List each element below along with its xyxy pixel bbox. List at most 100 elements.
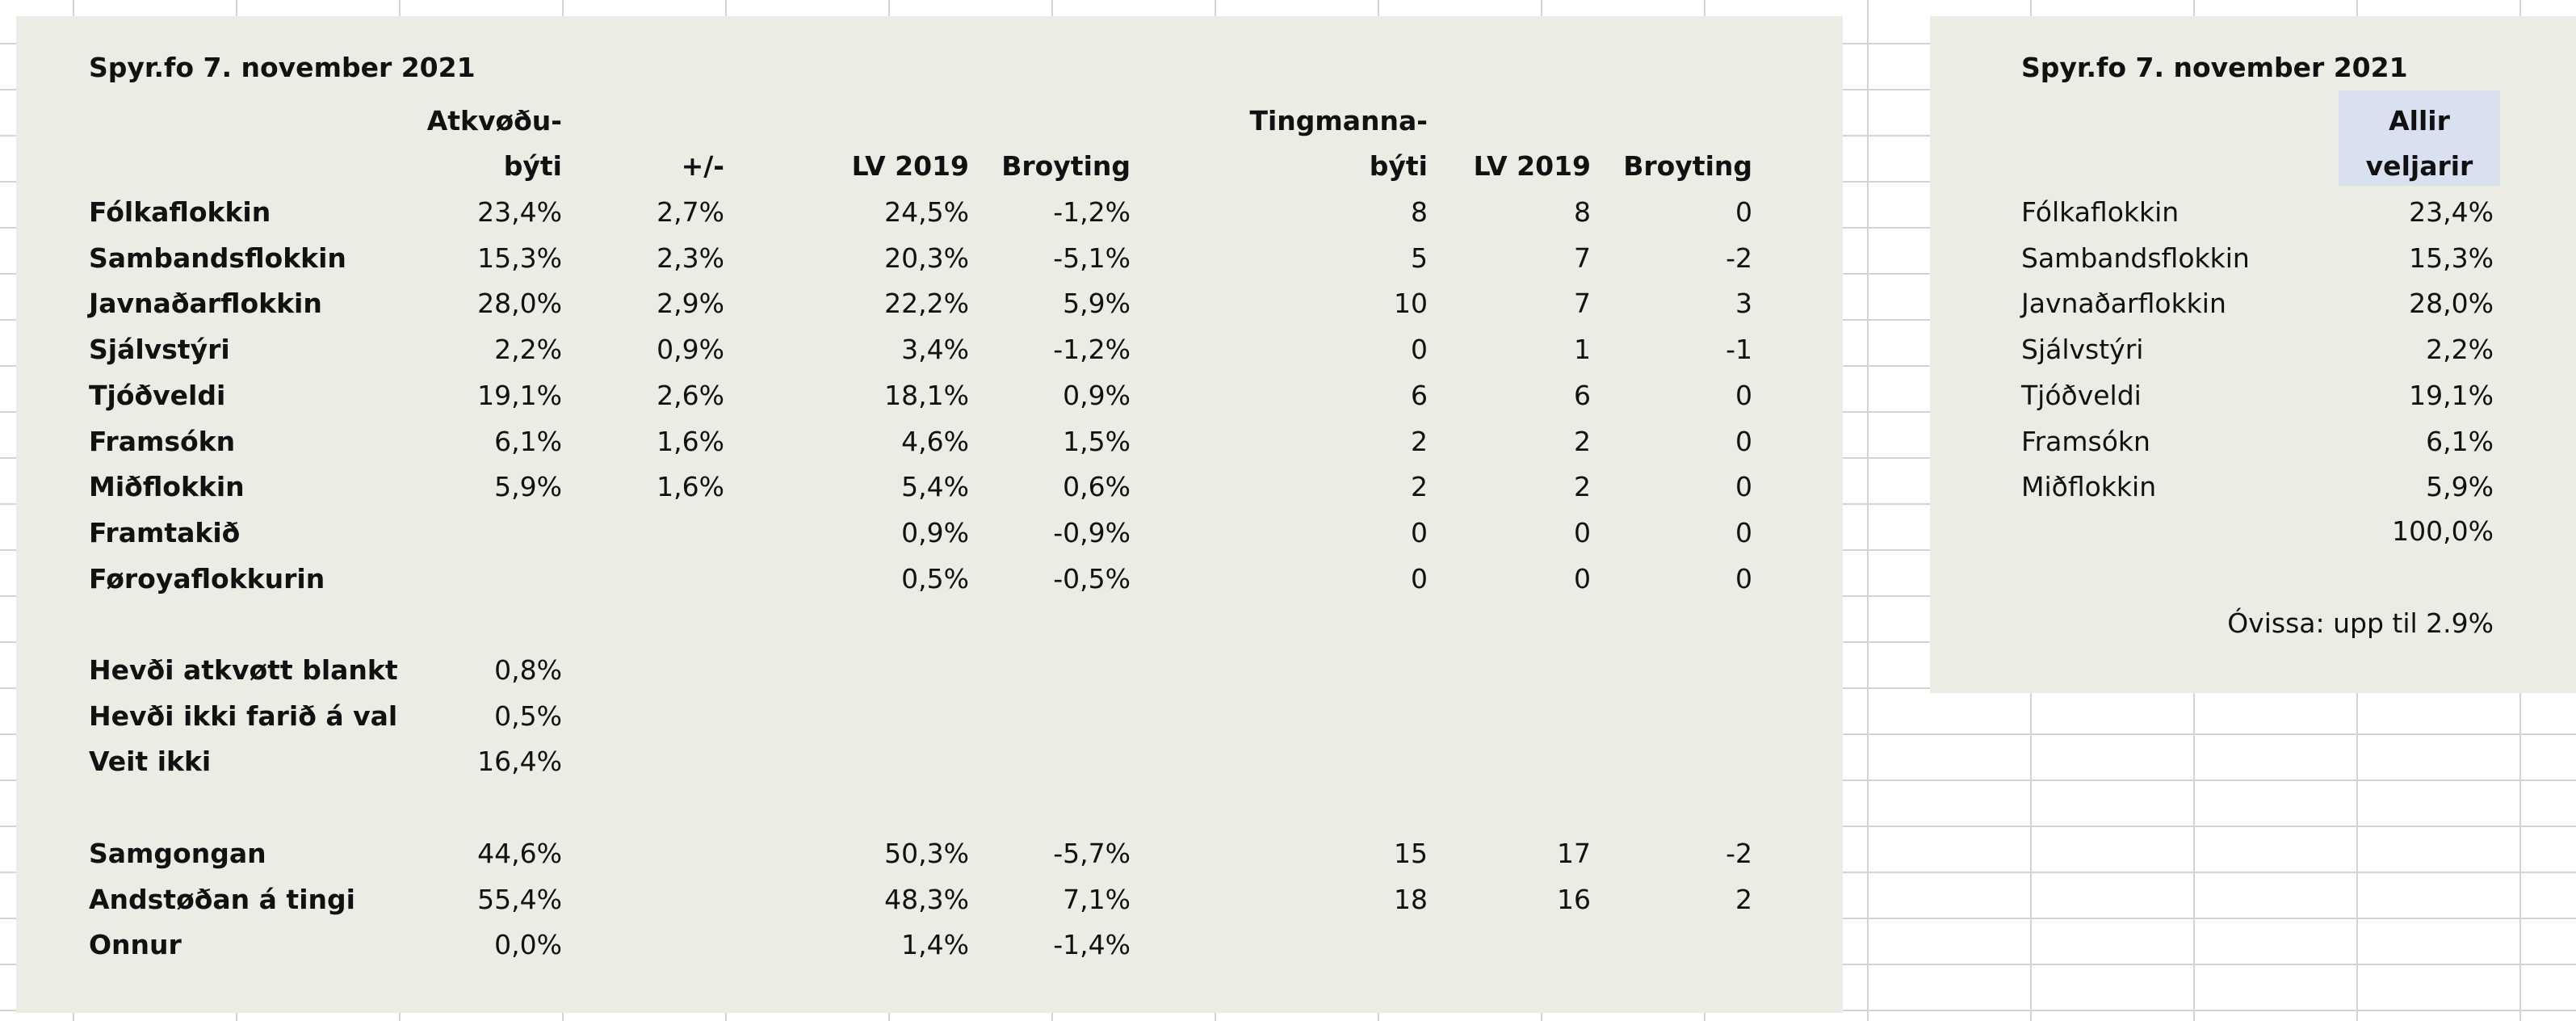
cell-vote: 6,1%: [494, 426, 562, 457]
cell-plusminus: 0,9%: [657, 334, 724, 365]
header-atkvodubyti-line2: býti: [503, 150, 562, 182]
summary-row-label: Framsókn: [2021, 426, 2150, 457]
cell-seats: 18: [1394, 884, 1428, 915]
cell-plusminus: 2,9%: [657, 288, 724, 319]
cell-lv2019-seats: 1: [1574, 334, 1591, 365]
row-label: Andstøðan á tingi: [89, 884, 355, 915]
summary-row-label: Sjálvstýri: [2021, 334, 2144, 365]
row-label: Onnur: [89, 929, 182, 960]
summary-row-value: 15,3%: [2409, 242, 2494, 274]
cell-vote: 16,4%: [477, 746, 562, 777]
cell-broyting: -1,2%: [1053, 334, 1131, 365]
cell-lv2019-seats: 16: [1557, 884, 1591, 915]
cell-vote: 28,0%: [477, 288, 562, 319]
row-label: Veit ikki: [89, 746, 212, 777]
header-plusminus: +/-: [681, 150, 724, 182]
cell-lv2019: 50,3%: [884, 838, 969, 869]
row-label: Framsókn: [89, 426, 236, 457]
summary-header-line1: Allir: [2389, 105, 2450, 137]
row-label: Framtakið: [89, 517, 241, 548]
summary-row-value: 28,0%: [2409, 288, 2494, 319]
cell-plusminus: 2,3%: [657, 242, 724, 274]
cell-lv2019: 48,3%: [884, 884, 969, 915]
cell-lv2019: 24,5%: [884, 196, 969, 228]
summary-row-label: Fólkaflokkin: [2021, 196, 2180, 228]
cell-broyting: 5,9%: [1063, 288, 1131, 319]
header-tingmannabyti-line2: býti: [1369, 150, 1428, 182]
cell-lv2019-seats: 0: [1574, 563, 1591, 595]
summary-row-value: 5,9%: [2426, 471, 2494, 502]
cell-seat-change: 3: [1735, 288, 1752, 319]
cell-seats: 15: [1394, 838, 1428, 869]
cell-plusminus: 2,7%: [657, 196, 724, 228]
cell-broyting: 7,1%: [1063, 884, 1131, 915]
cell-seat-change: 0: [1735, 426, 1752, 457]
cell-seats: 2: [1411, 426, 1428, 457]
cell-lv2019-seats: 2: [1574, 426, 1591, 457]
cell-lv2019-seats: 6: [1574, 380, 1591, 411]
cell-broyting: -1,4%: [1053, 929, 1131, 960]
cell-lv2019-seats: 2: [1574, 471, 1591, 502]
cell-lv2019: 0,5%: [901, 563, 969, 595]
summary-row-value: 23,4%: [2409, 196, 2494, 228]
cell-plusminus: 1,6%: [657, 471, 724, 502]
cell-seat-change: -1: [1726, 334, 1752, 365]
cell-lv2019-seats: 17: [1557, 838, 1591, 869]
cell-vote: 0,0%: [494, 929, 562, 960]
row-label: Samgongan: [89, 838, 266, 869]
cell-vote: 2,2%: [494, 334, 562, 365]
cell-lv2019: 18,1%: [884, 380, 969, 411]
cell-broyting: -0,9%: [1053, 517, 1131, 548]
cell-lv2019-seats: 7: [1574, 242, 1591, 274]
row-label: Føroyaflokkurin: [89, 563, 325, 595]
header-tingmannabyti-line1: Tingmanna-: [1249, 105, 1428, 137]
header-highlight: [2339, 90, 2500, 186]
cell-seat-change: 0: [1735, 563, 1752, 595]
cell-lv2019: 1,4%: [901, 929, 969, 960]
row-label: Tjóðveldi: [89, 380, 226, 411]
cell-plusminus: 2,6%: [657, 380, 724, 411]
cell-seat-change: 0: [1735, 380, 1752, 411]
row-label: Javnaðarflokkin: [89, 288, 322, 319]
cell-lv2019: 22,2%: [884, 288, 969, 319]
summary-row-value: 19,1%: [2409, 380, 2494, 411]
cell-lv2019: 4,6%: [901, 426, 969, 457]
summary-row-label: Javnaðarflokkin: [2021, 288, 2226, 319]
cell-broyting: -0,5%: [1053, 563, 1131, 595]
cell-vote: 0,5%: [494, 700, 562, 732]
uncertainty-note: Óvissa: upp til 2.9%: [2227, 607, 2494, 639]
summary-row-label: Tjóðveldi: [2021, 380, 2142, 411]
cell-vote: 15,3%: [477, 242, 562, 274]
summary-row-value: 2,2%: [2426, 334, 2494, 365]
cell-lv2019-seats: 8: [1574, 196, 1591, 228]
cell-seats: 8: [1411, 196, 1428, 228]
header-broyting: Broyting: [1001, 150, 1131, 182]
table-title: Spyr.fo 7. november 2021: [89, 52, 476, 83]
cell-seat-change: 0: [1735, 196, 1752, 228]
cell-lv2019-seats: 0: [1574, 517, 1591, 548]
cell-broyting: 0,9%: [1063, 380, 1131, 411]
row-label: Fólkaflokkin: [89, 196, 271, 228]
cell-vote: 0,8%: [494, 654, 562, 686]
cell-seats: 10: [1394, 288, 1428, 319]
cell-lv2019: 20,3%: [884, 242, 969, 274]
header-lv2019-seats: LV 2019: [1473, 150, 1591, 182]
cell-seat-change: -2: [1726, 242, 1752, 274]
cell-plusminus: 1,6%: [657, 426, 724, 457]
cell-vote: 44,6%: [477, 838, 562, 869]
cell-seats: 0: [1411, 563, 1428, 595]
summary-header-line2: veljarir: [2365, 150, 2473, 182]
row-label: Miðflokkin: [89, 471, 245, 502]
cell-seat-change: -2: [1726, 838, 1752, 869]
results-table-panel: [16, 16, 1843, 1013]
header-lv2019: LV 2019: [851, 150, 969, 182]
cell-seats: 2: [1411, 471, 1428, 502]
row-label: Hevði atkvøtt blankt: [89, 654, 398, 686]
cell-seat-change: 2: [1735, 884, 1752, 915]
cell-seats: 6: [1411, 380, 1428, 411]
row-label: Sambandsflokkin: [89, 242, 346, 274]
cell-broyting: -5,7%: [1053, 838, 1131, 869]
cell-broyting: 0,6%: [1063, 471, 1131, 502]
cell-lv2019: 0,9%: [901, 517, 969, 548]
summary-row-label: Miðflokkin: [2021, 471, 2157, 502]
